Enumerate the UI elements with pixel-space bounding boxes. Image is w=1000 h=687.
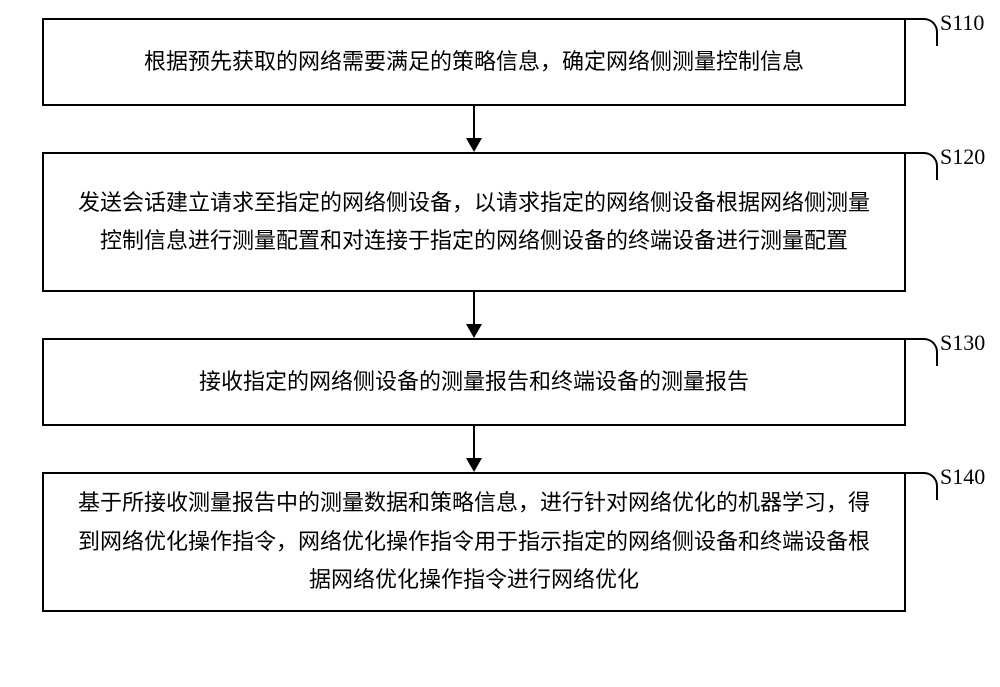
- step-text: 发送会话建立请求至指定的网络侧设备，以请求指定的网络侧设备根据网络侧测量控制信息…: [72, 184, 876, 261]
- step-label-s110: S110: [940, 10, 984, 36]
- step-label-s120: S120: [940, 144, 985, 170]
- label-connector-s130: [906, 338, 938, 366]
- step-box-s140: 基于所接收测量报告中的测量数据和策略信息，进行针对网络优化的机器学习，得到网络优…: [42, 472, 906, 612]
- step-label-s140: S140: [940, 464, 985, 490]
- step-box-s110: 根据预先获取的网络需要满足的策略信息，确定网络侧测量控制信息: [42, 18, 906, 106]
- step-text: 根据预先获取的网络需要满足的策略信息，确定网络侧测量控制信息: [144, 43, 804, 82]
- step-label-s130: S130: [940, 330, 985, 356]
- flow-arrow-3: [464, 426, 484, 472]
- step-box-s130: 接收指定的网络侧设备的测量报告和终端设备的测量报告: [42, 338, 906, 426]
- flow-arrow-2: [464, 292, 484, 338]
- label-connector-s140: [906, 472, 938, 500]
- step-text: 基于所接收测量报告中的测量数据和策略信息，进行针对网络优化的机器学习，得到网络优…: [72, 484, 876, 600]
- flow-arrow-1: [464, 106, 484, 152]
- flowchart-canvas: 根据预先获取的网络需要满足的策略信息，确定网络侧测量控制信息 S110 发送会话…: [0, 0, 1000, 687]
- label-connector-s110: [906, 18, 938, 46]
- step-text: 接收指定的网络侧设备的测量报告和终端设备的测量报告: [199, 363, 749, 402]
- label-connector-s120: [906, 152, 938, 180]
- step-box-s120: 发送会话建立请求至指定的网络侧设备，以请求指定的网络侧设备根据网络侧测量控制信息…: [42, 152, 906, 292]
